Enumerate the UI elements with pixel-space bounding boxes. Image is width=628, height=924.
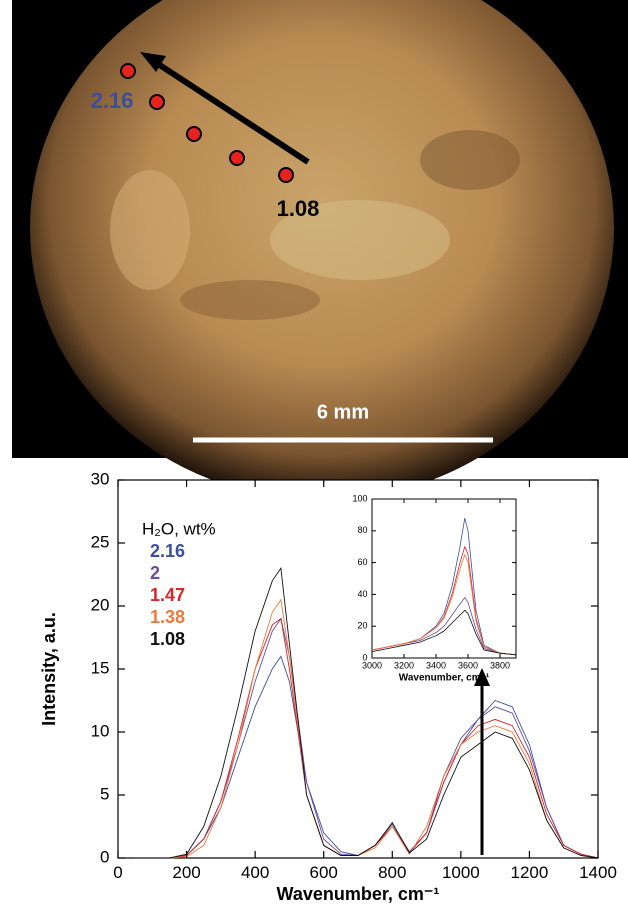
y-tick-label: 15 [91,658,110,677]
series-line [371,553,517,656]
y-tick-label: 80 [357,525,367,535]
x-tick-label: 1000 [442,863,480,882]
x-tick-label: 3200 [394,660,414,670]
legend-entry: 1.38 [150,607,185,627]
point-label: 2.16 [91,88,134,113]
y-tick-label: 25 [91,532,110,551]
x-tick-label: 600 [310,863,338,882]
series-line [135,566,599,859]
scale-bar-label: 6 mm [317,401,369,423]
legend-entry: 2 [150,563,160,583]
plot-area [117,479,599,859]
x-axis-label: Wavenumber, cm⁻¹ [399,672,490,683]
x-tick-label: 3400 [426,660,446,670]
y-axis-label: Intensity, a.u. [39,612,59,726]
x-axis-label: Wavenumber, cm⁻¹ [277,884,440,904]
x-tick-label: 1400 [579,863,617,882]
legend-entry: 1.47 [150,585,185,605]
y-tick-label: 20 [91,595,110,614]
series-line [371,609,517,656]
x-tick-label: 3800 [490,660,510,670]
photo [12,0,628,500]
x-tick-label: 3000 [362,660,382,670]
x-tick-label: 800 [378,863,406,882]
legend-entry: 2.16 [150,541,185,561]
annotation-arrow-head [474,668,490,686]
plot-area [371,498,517,659]
y-tick-label: 30 [91,469,110,488]
y-tick-label: 0 [362,652,367,662]
x-tick-label: 400 [241,863,269,882]
x-tick-label: 3600 [458,660,478,670]
legend-entry: 1.08 [150,629,185,649]
y-tick-label: 20 [357,621,367,631]
x-tick-label: 0 [113,863,122,882]
point-label: 1.08 [277,196,320,221]
x-tick-label: 1200 [511,863,549,882]
legend-title: H₂O, wt% [142,519,216,538]
y-tick-label: 60 [357,557,367,567]
y-tick-label: 10 [91,721,110,740]
y-tick-label: 100 [352,493,367,503]
y-tick-label: 40 [357,589,367,599]
x-tick-label: 200 [172,863,200,882]
y-tick-label: 5 [100,784,109,803]
y-tick-label: 0 [100,847,109,866]
